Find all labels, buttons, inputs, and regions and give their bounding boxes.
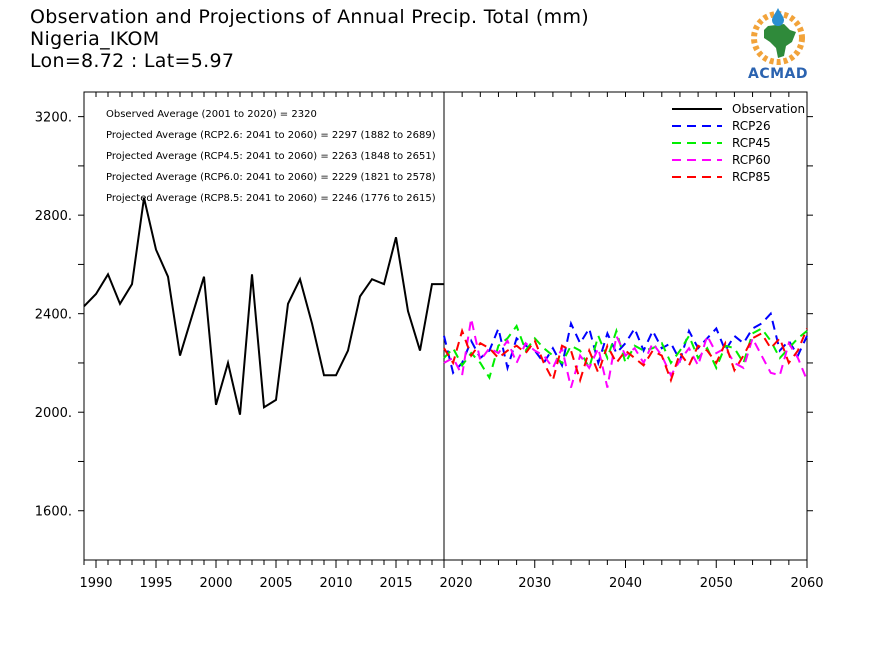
- y-tick-label: 2000.: [35, 406, 72, 421]
- x-tick-label: 1990: [79, 576, 112, 591]
- legend-label: RCP85: [732, 170, 771, 184]
- stat-annotation: Observed Average (2001 to 2020) = 2320: [106, 109, 317, 120]
- location-label: Nigeria_IKOM: [30, 28, 160, 50]
- legend-label: RCP45: [732, 136, 771, 150]
- x-tick-label: 2020: [439, 576, 472, 591]
- x-tick-label: 2000: [199, 576, 232, 591]
- stat-annotation: Projected Average (RCP8.5: 2041 to 2060)…: [106, 193, 436, 204]
- stat-annotation: Projected Average (RCP6.0: 2041 to 2060)…: [106, 172, 436, 183]
- x-tick-label: 2030: [518, 576, 551, 591]
- stat-annotation: Projected Average (RCP2.6: 2041 to 2060)…: [106, 130, 436, 141]
- plot-border: [83, 91, 808, 561]
- series-line-rcp26: [443, 311, 808, 375]
- axis-ticks: 1600. 2000. 2400. 2800. 3200. 1990 1995 2000 200…: [35, 92, 824, 591]
- chart-frame: [83, 91, 808, 561]
- x-tick-label: 2005: [259, 576, 292, 591]
- africa-logo-icon: [751, 8, 805, 65]
- x-tick-label: 2050: [700, 576, 733, 591]
- series-line-observation: [83, 197, 444, 415]
- series-line-rcp85: [443, 327, 808, 384]
- series-layer: [83, 197, 808, 415]
- legend-label: RCP26: [732, 119, 771, 133]
- x-tick-label: 2040: [609, 576, 642, 591]
- y-tick-label: 2400.: [35, 308, 72, 323]
- legend-label: RCP60: [732, 153, 771, 167]
- coordinates-label: Lon=8.72 : Lat=5.97: [30, 50, 235, 72]
- y-tick-label: 2800.: [35, 209, 72, 224]
- x-tick-label: 2060: [790, 576, 823, 591]
- y-tick-label: 3200.: [35, 111, 72, 126]
- legend-label: Observation: [732, 102, 805, 116]
- chart-title: Observation and Projections of Annual Pr…: [30, 6, 589, 28]
- y-tick-label: 1600.: [35, 505, 72, 520]
- logo-text: ACMAD: [748, 66, 808, 82]
- legend: Observation RCP26 RCP45 RCP60 RCP85: [672, 102, 805, 184]
- acmad-logo: ACMAD: [738, 6, 818, 84]
- annotations: Observed Average (2001 to 2020) = 2320 Pr…: [106, 109, 436, 204]
- stat-annotation: Projected Average (RCP4.5: 2041 to 2060)…: [106, 151, 436, 162]
- x-tick-label: 2010: [319, 576, 352, 591]
- x-tick-label: 2015: [379, 576, 412, 591]
- series-line-rcp60: [443, 318, 808, 388]
- x-tick-label: 1995: [139, 576, 172, 591]
- chart-title-block: Observation and Projections of Annual Pr…: [30, 6, 589, 72]
